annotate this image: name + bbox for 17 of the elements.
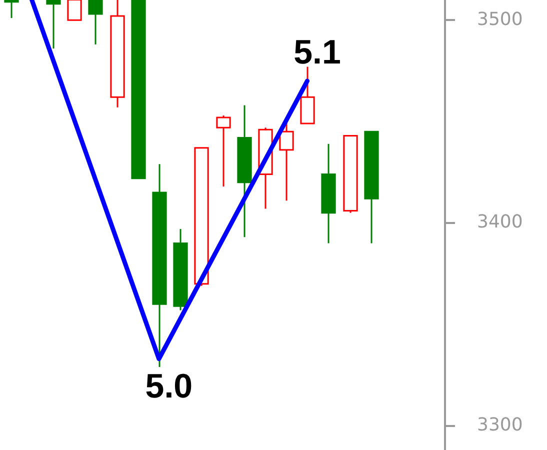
candlestick bbox=[152, 163, 167, 368]
y-tick-label: 3400 bbox=[477, 212, 523, 233]
candlestick bbox=[237, 104, 252, 238]
candlestick bbox=[4, 0, 19, 19]
annotation: 5.0 bbox=[145, 367, 193, 406]
candlestick bbox=[88, 0, 103, 46]
candlestick bbox=[110, 0, 125, 108]
y-tick-label: 3300 bbox=[477, 414, 523, 436]
y-tick-label: 3500 bbox=[477, 8, 523, 30]
candlestick bbox=[364, 130, 379, 244]
candlestick bbox=[300, 66, 315, 124]
candlestick bbox=[321, 143, 336, 244]
candlestick bbox=[279, 120, 294, 202]
annotation: 5.1 bbox=[294, 33, 341, 72]
candlestick bbox=[46, 0, 61, 50]
candlestick bbox=[173, 228, 188, 311]
candlestick bbox=[216, 114, 231, 188]
